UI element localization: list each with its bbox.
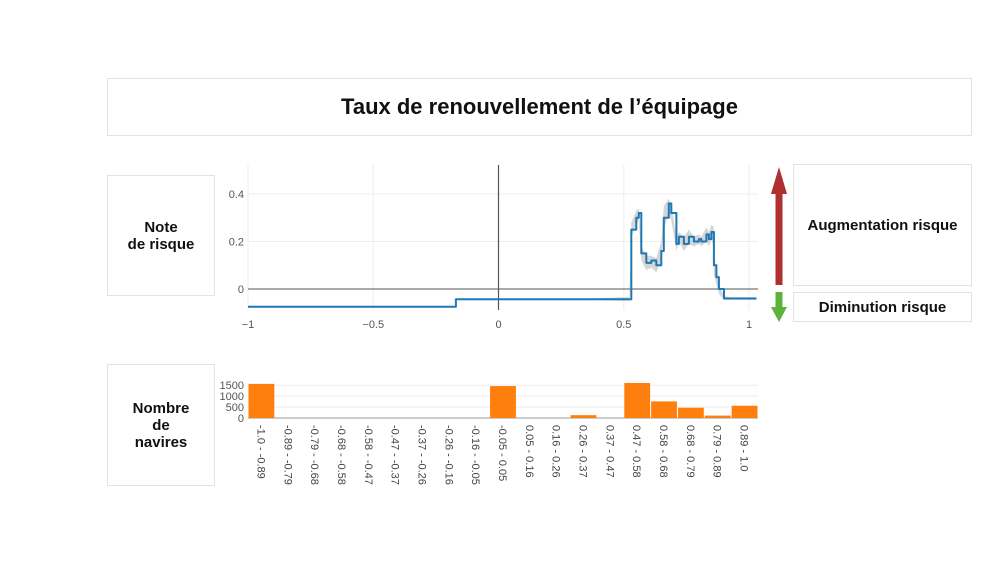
- x-tick-label: −0.5: [362, 319, 384, 331]
- bin-label: -0.16 - -0.05: [469, 425, 481, 485]
- bin-label: 0.37 - 0.47: [603, 425, 615, 478]
- x-tick-label: 0.5: [616, 319, 631, 331]
- risk-score-line: [248, 202, 757, 308]
- bar-y-tick-label: 0: [238, 413, 244, 425]
- bin-label: 0.05 - 0.16: [523, 425, 535, 478]
- bin-label: -0.37 - -0.26: [415, 425, 427, 485]
- y-tick-label: 0.4: [229, 189, 244, 201]
- ship-count-bar: [624, 383, 651, 418]
- bar-y-tick-label: 1000: [220, 391, 244, 403]
- risk-increase-label: Augmentation risque: [793, 164, 972, 286]
- bin-label: 0.58 - 0.68: [657, 425, 669, 478]
- down-arrow-head: [771, 307, 787, 322]
- bin-label: -0.79 - -0.68: [308, 425, 320, 485]
- confidence-band: [248, 198, 757, 307]
- y-tick-label: 0: [238, 284, 244, 296]
- ship-count-bar: [704, 415, 731, 418]
- bin-label: 0.68 - 0.79: [684, 425, 696, 478]
- bin-label: 0.89 - 1.0: [738, 425, 750, 471]
- ship-count-bar: [570, 415, 597, 418]
- bin-label: 0.26 - 0.37: [577, 425, 589, 478]
- risk-score-label: Note de risque: [107, 175, 215, 296]
- bin-label: -0.89 - -0.79: [281, 425, 293, 485]
- bin-label: -0.58 - -0.47: [362, 425, 374, 485]
- y-tick-label: 0.2: [229, 237, 244, 249]
- bin-label: -0.26 - -0.16: [442, 425, 454, 485]
- down-arrow-shaft: [775, 292, 783, 309]
- chart-title: Taux de renouvellement de l’équipage: [107, 78, 972, 136]
- bin-label: 0.47 - 0.58: [630, 425, 642, 478]
- up-arrow-shaft: [775, 192, 783, 285]
- bin-label: -0.47 - -0.37: [389, 425, 401, 485]
- ship-count-bar: [731, 405, 758, 418]
- x-tick-label: −1: [242, 319, 255, 331]
- bar-y-tick-label: 500: [226, 402, 244, 414]
- bin-label: 0.79 - 0.89: [711, 425, 723, 478]
- ship-count-bar: [651, 401, 677, 418]
- bin-label: -0.68 - -0.58: [335, 425, 347, 485]
- bin-label: -1.0 - -0.89: [254, 425, 266, 479]
- x-tick-label: 1: [746, 319, 752, 331]
- ship-count-bar: [490, 386, 516, 418]
- bin-label: 0.16 - 0.26: [550, 425, 562, 478]
- risk-decrease-label: Diminution risque: [793, 292, 972, 322]
- bar-y-tick-label: 1500: [220, 380, 244, 392]
- x-tick-label: 0: [495, 319, 501, 331]
- ship-count-label: Nombre de navires: [107, 364, 215, 486]
- ship-count-bar: [248, 383, 275, 418]
- bin-label: -0.05 - 0.05: [496, 425, 508, 481]
- up-arrow-head: [771, 167, 787, 194]
- ship-count-bar: [677, 407, 704, 418]
